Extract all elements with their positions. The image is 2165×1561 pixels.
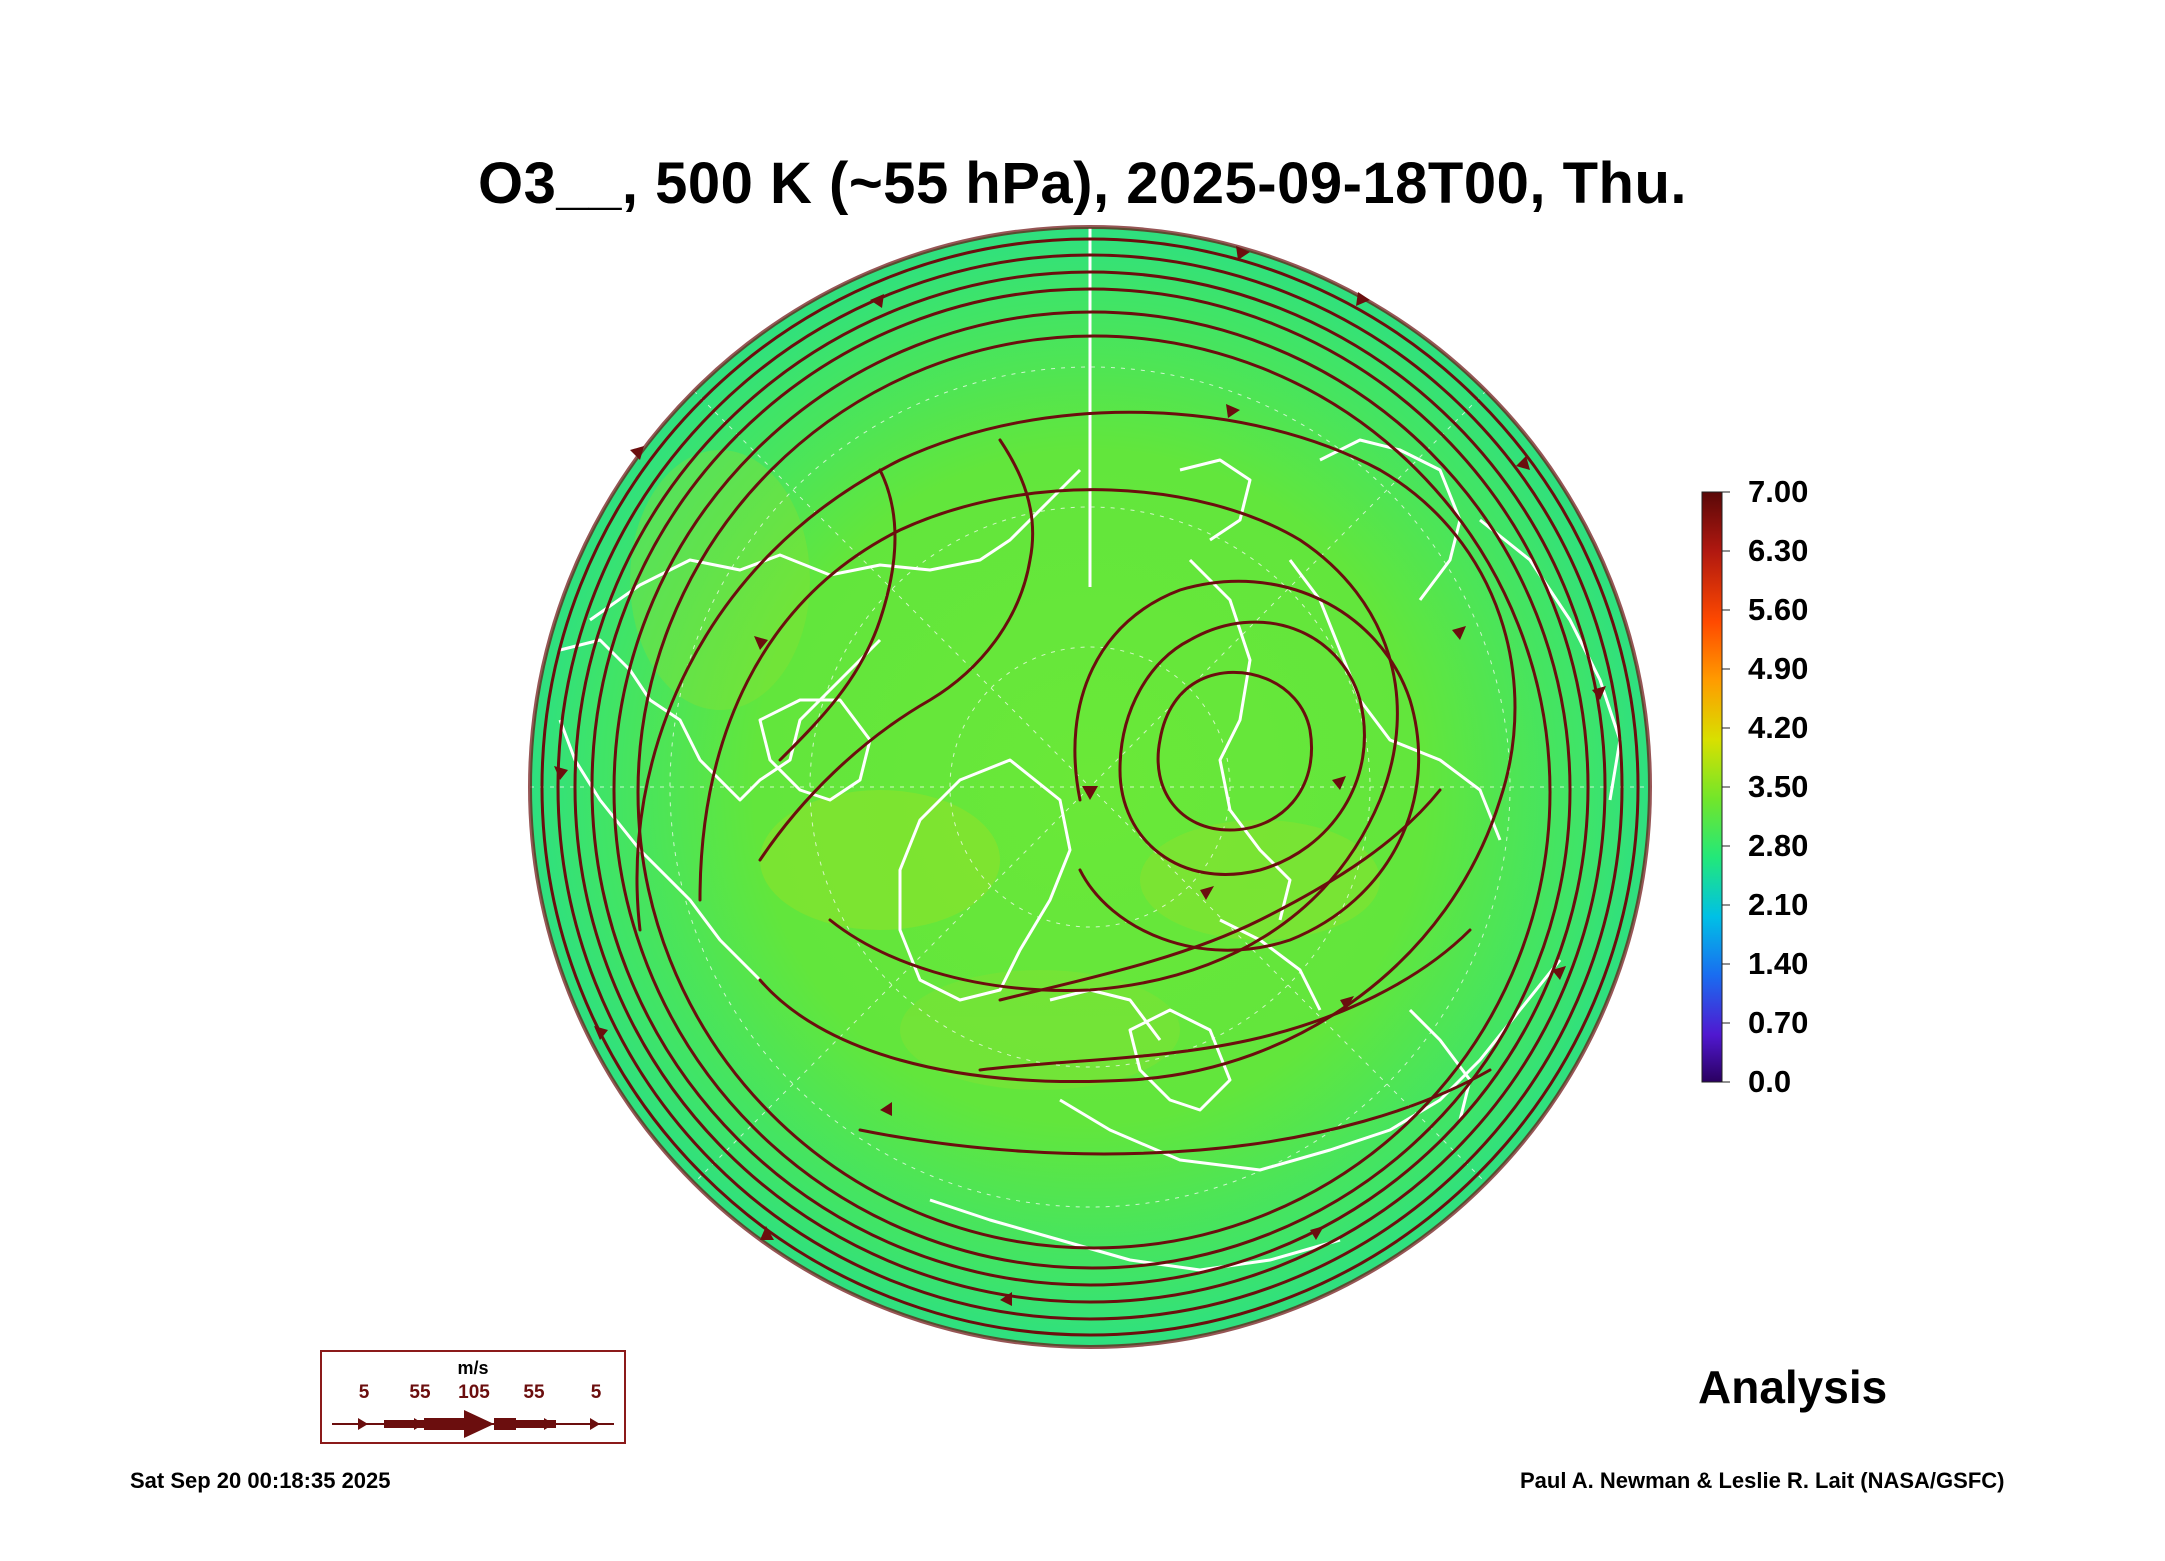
streamline-arrows	[554, 246, 1606, 1306]
wind-legend-arrow	[332, 1410, 614, 1438]
generation-timestamp: Sat Sep 20 00:18:35 2025	[130, 1468, 391, 1493]
analysis-label: Analysis	[1698, 1361, 1888, 1413]
colorbar-label: 2.80	[1748, 828, 1809, 863]
wind-legend-tick: 105	[458, 1382, 490, 1403]
colorbar-label: 5.60	[1748, 592, 1809, 627]
wind-legend-tick: 5	[358, 1382, 370, 1403]
wind-legend-tick: 55	[409, 1382, 431, 1403]
colorbar-label: 1.40	[1748, 946, 1809, 981]
colorbar-label: 2.10	[1748, 887, 1809, 922]
colorbar-label: 4.90	[1748, 651, 1809, 686]
colorbar-ticks	[1722, 491, 1730, 1083]
wind-legend-tick: 5	[590, 1382, 602, 1403]
field-texture	[630, 450, 1380, 1090]
credit-line: Paul A. Newman & Leslie R. Lait (NASA/GS…	[1520, 1468, 2005, 1493]
plot-title: O3__, 500 K (~55 hPa), 2025-09-18T00, Th…	[478, 151, 1687, 216]
wind-legend-tick: 55	[523, 1382, 545, 1403]
colorbar-label: 4.20	[1748, 710, 1809, 745]
colorbar-label: 7.00	[1748, 474, 1809, 509]
colorbar-label: 3.50	[1748, 769, 1809, 804]
colorbar-label: 0.0	[1748, 1064, 1792, 1099]
colorbar-label: 0.70	[1748, 1005, 1809, 1040]
streamlines	[540, 237, 1640, 1337]
wind-speed-legend: m/s 5 55 105 55 5	[320, 1350, 626, 1444]
wind-legend-unit: m/s	[457, 1358, 489, 1378]
colorbar-label: 6.30	[1748, 533, 1809, 568]
colorbar	[1701, 491, 1723, 1083]
